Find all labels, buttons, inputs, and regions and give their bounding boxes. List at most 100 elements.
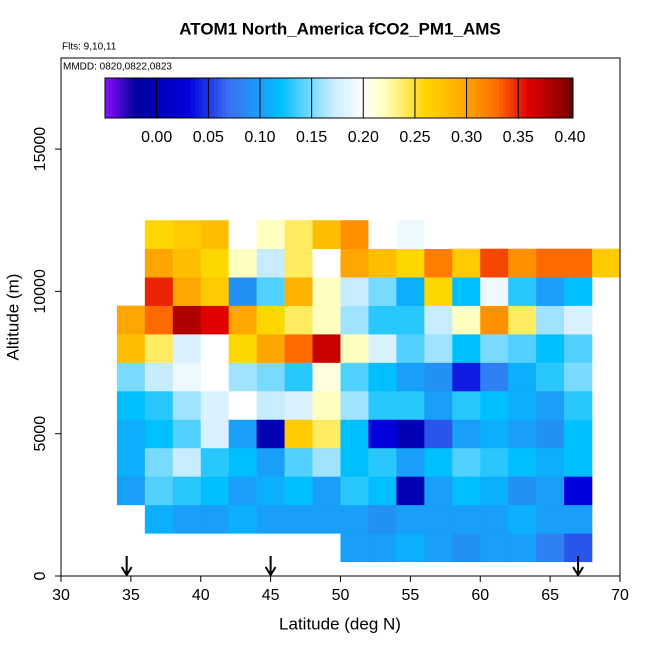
colorbar-swatch <box>487 78 492 118</box>
cell <box>144 334 174 363</box>
cell <box>284 504 313 534</box>
cell <box>592 248 621 278</box>
y-tick-label: 0 <box>32 571 49 580</box>
colorbar-swatch <box>229 78 235 118</box>
cell <box>452 305 481 335</box>
cell <box>536 277 565 306</box>
colorbar-swatch <box>257 78 262 118</box>
colorbar-swatch <box>323 78 328 118</box>
cell <box>200 220 229 249</box>
cell <box>284 277 313 306</box>
cell <box>340 476 369 506</box>
colorbar-swatch <box>409 78 414 118</box>
cell <box>424 391 453 420</box>
cell <box>144 504 174 534</box>
cell <box>116 362 146 392</box>
note: MMDD: 0820,0822,0823 <box>63 62 172 73</box>
colorbar-swatch <box>401 78 406 118</box>
colorbar-swatch <box>510 78 515 118</box>
cell <box>256 447 285 477</box>
cell <box>424 305 453 335</box>
colorbar-swatch <box>335 78 340 118</box>
colorbar-swatch <box>112 78 118 118</box>
colorbar-swatch <box>307 78 313 118</box>
colorbar-tick-label: 0.05 <box>193 129 224 146</box>
cell <box>368 277 397 306</box>
cell <box>564 248 593 278</box>
cell <box>480 248 509 278</box>
colorbar-swatch <box>342 78 348 118</box>
cell <box>424 447 453 477</box>
cell <box>536 362 565 392</box>
colorbar-swatch <box>241 78 246 118</box>
arrow <box>120 556 133 577</box>
x-tick-label: 35 <box>122 587 140 604</box>
cell <box>564 447 593 477</box>
cell <box>396 220 425 249</box>
cell <box>536 248 565 278</box>
colorbar-swatch <box>362 78 367 118</box>
x-tick-label: 30 <box>52 587 70 604</box>
cell <box>228 476 257 506</box>
colorbar-swatch <box>389 78 395 118</box>
x-tick-label: 45 <box>262 587 280 604</box>
cell <box>424 220 453 249</box>
cell <box>312 476 341 506</box>
colorbar-swatch <box>350 78 356 118</box>
cell <box>312 504 341 534</box>
y-tick-label: 10000 <box>32 269 49 314</box>
colorbar-swatch <box>292 78 297 118</box>
colorbar-swatch <box>397 78 402 118</box>
cell <box>172 277 202 306</box>
colorbar-swatch <box>186 78 192 118</box>
cell <box>172 419 202 449</box>
cell <box>424 504 453 534</box>
colorbar-tick-label: 0.35 <box>503 129 534 146</box>
colorbar-swatch <box>417 78 422 118</box>
colorbar-swatch <box>545 78 551 118</box>
cell <box>116 391 146 420</box>
colorbar-swatch <box>140 78 145 118</box>
cell <box>200 334 229 363</box>
colorbar-swatch <box>315 78 320 118</box>
cell <box>200 447 229 477</box>
cell <box>172 362 202 392</box>
colorbar-swatch <box>280 78 285 118</box>
cell <box>508 391 537 420</box>
cell <box>312 447 341 477</box>
cell <box>144 277 174 306</box>
colorbar-swatch <box>253 78 258 118</box>
x-axis-label: Latitude (deg N) <box>279 614 401 633</box>
cell <box>564 391 593 420</box>
cell <box>340 419 369 449</box>
colorbar-swatch <box>249 78 254 118</box>
cell <box>116 305 146 335</box>
colorbar-swatch <box>276 78 281 118</box>
colorbar-swatch <box>456 78 461 118</box>
cell <box>536 533 565 563</box>
cell <box>144 447 174 477</box>
cell <box>200 362 229 392</box>
cell <box>144 220 174 249</box>
cell <box>424 533 453 563</box>
colorbar-swatch <box>144 78 149 118</box>
chart-title: ATOM1 North_America fCO2_PM1_AMS <box>179 19 501 38</box>
cell <box>396 447 425 477</box>
cell <box>116 419 146 449</box>
cell <box>256 305 285 335</box>
cell <box>256 220 285 249</box>
colorbar-swatch <box>378 78 383 118</box>
x-tick-label: 60 <box>471 587 489 604</box>
cell <box>228 305 257 335</box>
cell <box>508 334 537 363</box>
colorbar-swatch <box>237 78 242 118</box>
cell <box>312 334 341 363</box>
colorbar-tick-label: 0.25 <box>399 129 430 146</box>
colorbar-swatch <box>393 78 398 118</box>
cell <box>452 334 481 363</box>
cell <box>452 248 481 278</box>
colorbar-swatch <box>420 78 426 118</box>
cell <box>172 476 202 506</box>
cell <box>256 277 285 306</box>
colorbar-swatch <box>147 78 153 118</box>
